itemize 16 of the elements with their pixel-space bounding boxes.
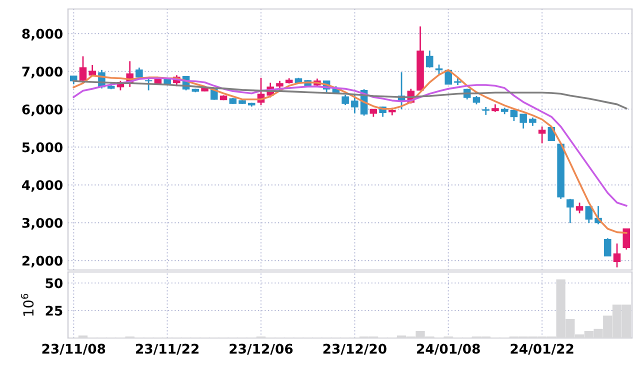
- x-tick-label: 23/11/08: [42, 344, 106, 355]
- x-tick-label: 24/01/08: [417, 344, 480, 355]
- y-tick-label: 8,000: [22, 28, 63, 40]
- y-axis-title: 10$^{6}$: [20, 294, 34, 316]
- y-tick-label: 7,000: [22, 66, 63, 78]
- y-tick-label: 50: [46, 278, 63, 288]
- x-tick-label: 24/01/22: [510, 344, 574, 355]
- y-tick-label: 25: [46, 306, 62, 316]
- x-tick-label: 23/12/20: [323, 344, 386, 355]
- y-tick-label: 5,000: [22, 142, 63, 154]
- x-tick-label: 23/12/06: [230, 344, 293, 355]
- y-tick-label: 2,000: [22, 256, 63, 268]
- x-tick-label: 23/11/22: [136, 344, 199, 355]
- y-tick-label: 4,000: [22, 180, 63, 192]
- y-tick-label: 6,000: [22, 104, 63, 116]
- y-tick-label: 3,000: [22, 218, 63, 230]
